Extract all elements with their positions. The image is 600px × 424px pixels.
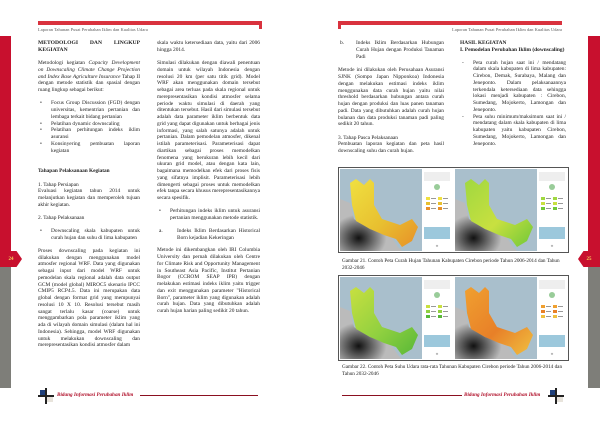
temperature-map-2032-2046: ✛	[455, 277, 567, 359]
footer-text-left: Bidang Informasi Perubahan Iklim	[57, 392, 134, 398]
right-sidebar-gray	[588, 267, 600, 388]
list-item: Indeks Iklim Berdasarkan Hubungan Curah …	[338, 40, 444, 60]
intro-paragraph: Metodologi kegiatan Capacity Development…	[38, 60, 141, 93]
list-item: Downscaling skala kabupaten untuk curah …	[38, 228, 140, 242]
figure-21-caption: Gambar 21. Contoh Peta Curah Hujan Tahun…	[342, 258, 560, 271]
running-title-right: Laporan Tahunan Pusat Perubahan Iklim da…	[452, 27, 562, 32]
list-item: Peta suhu minimum/maksimum saat ini / me…	[460, 114, 566, 148]
running-title-left: Laporan Tahunan Pusat Perubahan Iklim da…	[38, 27, 148, 32]
page-number-left: 24	[0, 251, 22, 267]
paragraph: Simulasi dilakukan dengan diawali penent…	[157, 60, 260, 201]
footer-logo-right	[548, 388, 564, 404]
step-2-label: 2. Tahap Pelaksanaan	[38, 215, 85, 221]
rainfall-map-2032-2046: ✛	[455, 169, 567, 251]
footer-text-right: Bidang Informasi Perubahan Iklim	[464, 392, 541, 398]
step-3-label: 3. Tahap Pasca Pelaksanaan	[338, 134, 398, 141]
right-column-1: Indeks Iklim Berdasarkan Hubungan Curah …	[338, 40, 444, 161]
header-rule-tick	[259, 21, 262, 29]
temperature-map-2006-2014: ✛	[340, 277, 452, 359]
list-item: Pelatihan perhitungan indeks iklim asura…	[38, 127, 140, 141]
paragraph: Metode ini dilakukan oleh Perusahaan Asu…	[338, 67, 444, 128]
left-column-1: METODOLOGI DAN LINGKUP KEGIATAN Metodolo…	[38, 40, 140, 356]
footer-logo-left	[38, 388, 54, 404]
scope-list: Focus Group Discussion (FGD) dengan univ…	[38, 100, 140, 154]
footer-rule-right	[342, 395, 462, 396]
svg-text:✛: ✛	[436, 352, 439, 356]
header-rule-left	[38, 21, 262, 25]
right-column-2: HASIL KEGIATAN I. Pemodelan Perubahan Ik…	[460, 40, 566, 147]
header-rule-tick	[338, 21, 341, 29]
left-sidebar-red	[0, 36, 11, 251]
results-subheading: I. Pemodelan Perubahan Iklim (downscalin…	[460, 46, 565, 53]
list-item: Focus Group Discussion (FGD) dengan univ…	[38, 100, 140, 120]
regency-area	[350, 179, 418, 247]
footer-rule-left	[140, 395, 258, 396]
list-item: Konsinyering pembuatan laporan kegiatan	[38, 141, 140, 155]
section-heading: METODOLOGI DAN LINGKUP KEGIATAN	[38, 40, 140, 53]
list-item: Peta curah hujan saat ini / mendatang da…	[460, 60, 566, 114]
svg-text:✛: ✛	[436, 244, 439, 248]
list-item: Perhitungan indeks iklim untuk asuransi …	[157, 208, 260, 222]
downscaling-paragraph: Proses downscaling pada kegiatan ini dil…	[38, 247, 140, 349]
right-sidebar-red	[588, 36, 600, 251]
paragraph: skala waktu ketersediaan data, yaitu dar…	[157, 40, 260, 53]
figure-22-caption: Gambar 22. Contoh Peta Suhu Udara rata-r…	[342, 364, 563, 377]
list-item: Pelatihan dynamic downscaling	[38, 121, 140, 128]
step-1-text: Evaluasi kegiatan tahun 2014 untuk melan…	[38, 188, 140, 208]
left-sidebar-gray	[0, 267, 11, 388]
regency-area	[350, 287, 418, 355]
figure-22: ✛ ✛	[338, 275, 569, 361]
paragraph: Metode ini dikembangkan oleh IRI Columbi…	[157, 247, 260, 314]
regency-area	[465, 287, 533, 355]
list-item: Indeks Iklim Berdasarkan Historical Born…	[157, 228, 260, 242]
header-rule-right	[338, 21, 562, 25]
figure-21: ✛ ✛	[338, 167, 569, 253]
svg-text:✛: ✛	[551, 352, 554, 356]
left-column-2: skala waktu ketersediaan data, yaitu dar…	[157, 40, 260, 321]
page-number-right: 25	[578, 251, 600, 267]
step-3-text: Pembuatan laporan kegiatan dan peta hasi…	[338, 141, 444, 154]
svg-text:✛: ✛	[551, 244, 554, 248]
regency-area	[465, 179, 533, 247]
results-heading: HASIL KEGIATAN	[460, 40, 507, 46]
sub-heading: Tahapan Pelaksanaan Kegiatan	[38, 168, 110, 175]
rainfall-map-2006-2014: ✛	[340, 169, 452, 251]
step-1-label: 1. Tahap Persiapan	[38, 181, 79, 188]
